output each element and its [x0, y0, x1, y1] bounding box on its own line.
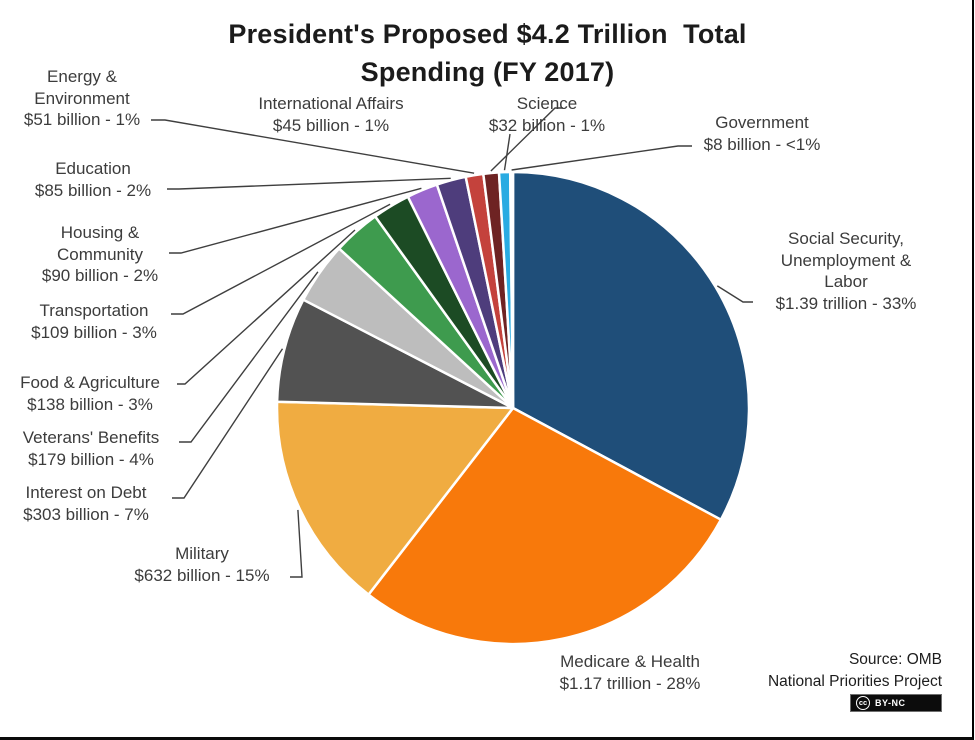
leader-line-transportation — [171, 203, 391, 315]
pie-slice-interest-on-debt — [275, 298, 515, 410]
chart-title-line-1: President's Proposed $4.2 Trillion Total — [228, 19, 747, 49]
leader-line-food-agriculture — [177, 229, 356, 385]
cc-logo-icon: cc — [856, 696, 870, 710]
source-attribution-line-2: National Priorities Project — [767, 673, 942, 690]
label-energy-environment-value: $51 billion - 1% — [23, 110, 141, 129]
label-science: Science $32 billion - 1% — [456, 93, 638, 136]
leader-line-education — [167, 177, 451, 190]
pie-slice-medicare-health — [367, 406, 723, 646]
label-science-line-1: Science — [516, 94, 578, 113]
leader-line-veterans-benefits — [179, 271, 319, 443]
label-medicare-health-value: $1.17 trillion - 28% — [559, 673, 701, 693]
label-transportation-line-1: Transportation — [39, 301, 149, 320]
label-international-affairs-value: $45 billion - 1% — [272, 115, 390, 135]
label-international-affairs: International Affairs $45 billion - 1% — [238, 93, 424, 136]
cc-license-badge: cc BY-NC — [850, 694, 942, 712]
label-energy-environment-line-2: Environment — [34, 88, 130, 108]
leader-line-social-security — [716, 285, 753, 303]
label-food-agriculture: Food & Agriculture $138 billion - 3% — [0, 372, 180, 415]
label-veterans-benefits: Veterans' Benefits $179 billion - 4% — [2, 427, 180, 470]
label-international-affairs-line-1: International Affairs — [258, 94, 404, 113]
label-science-value: $32 billion - 1% — [488, 115, 606, 135]
label-veterans-benefits-value: $179 billion - 4% — [28, 449, 154, 469]
label-food-agriculture-value: $138 billion - 3% — [27, 394, 153, 414]
pie-slice-government — [508, 170, 515, 410]
label-education-line-1: Education — [55, 159, 131, 178]
label-social-security-line-3: Labor — [824, 272, 868, 291]
leader-line-science — [503, 133, 511, 171]
label-social-security: Social Security, Unemployment & Labor $1… — [750, 228, 942, 314]
label-energy-environment-line-1: Energy & — [47, 67, 117, 86]
label-interest-on-debt-value: $303 billion - 7% — [23, 504, 149, 524]
cc-license-label: BY-NC — [875, 698, 906, 708]
label-social-security-line-1: Social Security, — [788, 229, 904, 248]
label-education-value: $85 billion - 2% — [34, 180, 152, 200]
pie-slice-military — [275, 400, 515, 596]
label-housing-community-value: $90 billion - 2% — [41, 266, 159, 285]
source-attribution-line-1: Source: OMB — [848, 651, 942, 668]
leader-line-energy-environment — [151, 119, 475, 174]
label-housing-community: Housing & Community $90 billion - 2% — [16, 222, 184, 287]
label-military-value: $632 billion - 15% — [134, 565, 270, 585]
leader-line-international-affairs — [490, 107, 563, 172]
label-medicare-health: Medicare & Health $1.17 trillion - 28% — [532, 651, 728, 694]
label-interest-on-debt: Interest on Debt $303 billion - 7% — [0, 482, 172, 525]
leader-line-interest-on-debt — [172, 348, 284, 499]
label-military: Military $632 billion - 15% — [106, 543, 298, 586]
label-transportation: Transportation $109 billion - 3% — [6, 300, 182, 343]
label-interest-on-debt-line-1: Interest on Debt — [25, 483, 147, 502]
label-government-line-1: Government — [715, 113, 809, 132]
label-social-security-line-2: Unemployment & — [780, 250, 912, 270]
leader-line-housing-community — [169, 187, 422, 254]
label-government: Government $8 billion - <1% — [666, 112, 858, 155]
label-government-value: $8 billion - <1% — [703, 134, 821, 154]
label-energy-environment: Energy & Environment $51 billion - 1% — [0, 66, 164, 131]
label-housing-community-line-2: Community — [57, 244, 143, 264]
label-medicare-health-line-1: Medicare & Health — [560, 652, 700, 671]
chart-title-line-2: Spending (FY 2017) — [360, 57, 615, 87]
label-food-agriculture-line-1: Food & Agriculture — [20, 373, 160, 392]
label-housing-community-line-1: Housing & — [60, 223, 140, 242]
pie-slice-social-security — [511, 170, 751, 521]
label-social-security-value: $1.39 trillion - 33% — [775, 293, 917, 313]
label-military-line-1: Military — [175, 544, 229, 563]
label-transportation-value: $109 billion - 3% — [31, 322, 157, 342]
leader-line-government — [511, 145, 692, 171]
label-education: Education $85 billion - 2% — [8, 158, 178, 201]
leader-line-military — [290, 509, 303, 578]
label-veterans-benefits-line-1: Veterans' Benefits — [22, 428, 160, 447]
